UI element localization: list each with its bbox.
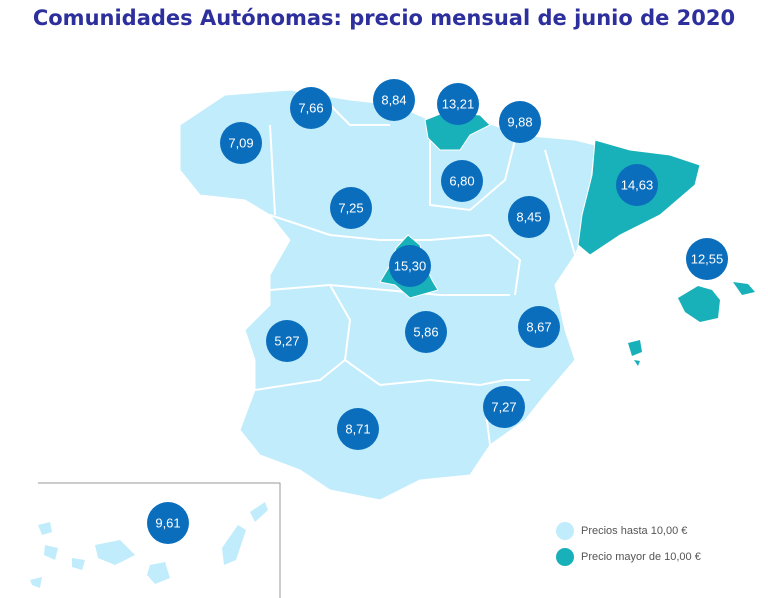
region-baleares-ibiza: [628, 340, 642, 356]
price-badge-circle: [483, 386, 525, 428]
price-badge-circle: [518, 306, 560, 348]
price-badge-galicia: 7,09: [220, 122, 262, 164]
border-line: [344, 359, 481, 387]
canarias-island: [30, 577, 42, 588]
price-label: 13,21: [442, 97, 475, 112]
legend-label-low: Precios hasta 10,00 €: [581, 525, 688, 537]
price-label: 14,63: [621, 178, 654, 193]
price-badge-islas-baleares: 12,55: [686, 238, 728, 280]
border-line: [329, 284, 352, 361]
canarias-island: [147, 562, 170, 584]
border-line: [269, 124, 276, 216]
price-badge-circle: [389, 245, 431, 287]
region-baleares-menorca: [733, 282, 755, 295]
canarias-island: [44, 545, 58, 560]
price-badge-madrid: 15,30: [389, 245, 431, 287]
canarias-island: [38, 522, 52, 535]
canarias-island: [72, 558, 85, 570]
border-line: [329, 104, 390, 126]
price-label: 6,80: [449, 174, 474, 189]
price-badge-cantabria: 8,84: [373, 79, 415, 121]
price-badge-circle: [499, 101, 541, 143]
price-label: 7,09: [228, 136, 253, 151]
price-label: 8,45: [516, 210, 541, 225]
price-badge-circle: [437, 83, 479, 125]
price-badge-navarra: 9,88: [499, 101, 541, 143]
price-label: 7,66: [298, 101, 323, 116]
price-badge-castilla-la-mancha: 5,86: [405, 311, 447, 353]
price-badge-circle: [373, 79, 415, 121]
legend: Precios hasta 10,00 € Precio mayor de 10…: [556, 518, 701, 570]
price-badge-circle: [616, 164, 658, 206]
price-badge-circle: [508, 196, 550, 238]
price-label: 8,84: [381, 93, 406, 108]
price-label: 7,25: [338, 201, 363, 216]
price-badge-canarias: 9,61: [147, 502, 189, 544]
price-label: 5,27: [274, 334, 299, 349]
canarias-island: [95, 540, 135, 565]
price-badge-cataluna: 14,63: [616, 164, 658, 206]
price-badge-la-rioja: 6,80: [441, 160, 483, 202]
price-badge-murcia: 7,27: [483, 386, 525, 428]
border-line: [429, 139, 516, 212]
price-label: 8,67: [526, 320, 551, 335]
price-badge-circle: [266, 320, 308, 362]
price-label: 9,88: [507, 115, 532, 130]
price-badge-circle: [330, 187, 372, 229]
price-badge-comunidad-valenciana: 8,67: [518, 306, 560, 348]
price-label: 15,30: [394, 259, 427, 274]
price-badge-castilla-y-leon: 7,25: [330, 187, 372, 229]
canarias-island: [250, 502, 268, 522]
price-label: 7,27: [491, 400, 516, 415]
legend-item-high: Precio mayor de 10,00 €: [556, 544, 701, 570]
price-badge-extremadura: 5,27: [266, 320, 308, 362]
canarias-inset-frame: [38, 482, 281, 598]
price-badge-circle: [686, 238, 728, 280]
price-label: 9,61: [155, 516, 180, 531]
region-baleares-formentera: [634, 360, 640, 366]
price-badge-circle: [405, 311, 447, 353]
price-label: 8,71: [345, 422, 370, 437]
border-line: [489, 234, 522, 296]
price-badge-circle: [147, 502, 189, 544]
price-badge-aragon: 8,45: [508, 196, 550, 238]
price-badge-circle: [290, 87, 332, 129]
price-badge-andalucia: 8,71: [337, 408, 379, 450]
price-badges: 7,09 7,66 8,84 13,21 9,88 6,80 14,63 7,25 8,45 15…: [147, 79, 728, 544]
border-line: [544, 149, 576, 256]
legend-swatch-high: [556, 548, 574, 566]
border-line: [254, 359, 346, 391]
canarias-island: [222, 525, 246, 565]
map-title: Comunidades Autónomas: precio mensual de…: [32, 6, 736, 30]
price-badge-asturias: 7,66: [290, 87, 332, 129]
price-badge-circle: [220, 122, 262, 164]
price-badge-pais-vasco: 13,21: [437, 83, 479, 125]
border-line: [479, 379, 530, 386]
border-line: [269, 214, 491, 241]
legend-item-low: Precios hasta 10,00 €: [556, 518, 701, 544]
border-line: [269, 283, 510, 296]
region-baleares-mallorca: [678, 286, 720, 322]
legend-swatch-low: [556, 522, 574, 540]
price-badge-circle: [337, 408, 379, 450]
legend-label-high: Precio mayor de 10,00 €: [581, 551, 701, 563]
price-label: 5,86: [413, 325, 438, 340]
price-badge-circle: [441, 160, 483, 202]
price-label: 12,55: [691, 252, 724, 267]
